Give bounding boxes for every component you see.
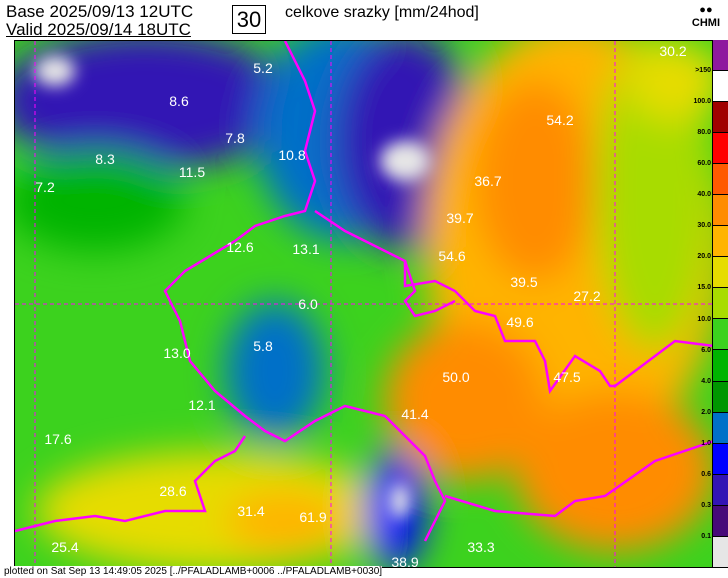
logo-text: CHMI [691, 17, 720, 29]
value-label: 36.7 [474, 173, 502, 189]
value-label: 30.2 [659, 43, 687, 59]
value-label: 7.2 [35, 179, 55, 195]
legend-label: 80.0 [697, 129, 711, 137]
legend-swatch [713, 102, 728, 134]
value-label: 61.9 [299, 509, 327, 525]
legend-swatch [713, 505, 728, 537]
value-label: 38.9 [391, 554, 419, 568]
value-label: 31.4 [237, 503, 265, 519]
value-label: 50.0 [442, 369, 470, 385]
legend-swatch [713, 164, 728, 196]
value-label: 12.6 [226, 239, 254, 255]
value-label: 54.2 [546, 112, 574, 128]
legend-label: 6.0 [701, 346, 711, 354]
value-label: 7.8 [225, 130, 245, 146]
value-label: 49.6 [506, 314, 534, 330]
value-label: 11.5 [178, 164, 206, 180]
legend-label: 0.1 [701, 532, 711, 540]
value-label: 6.0 [298, 296, 318, 312]
legend-swatch [713, 536, 728, 568]
value-label: 33.3 [467, 539, 495, 555]
legend-swatch [713, 443, 728, 475]
valid-label: Valid [6, 20, 43, 39]
value-label: 41.4 [401, 406, 429, 422]
base-label: Base [6, 2, 45, 21]
value-label: 17.6 [44, 431, 72, 447]
value-label: 39.7 [446, 210, 474, 226]
value-label: 39.5 [510, 274, 538, 290]
precipitation-field [15, 41, 712, 567]
legend-label: 15.0 [697, 284, 711, 292]
legend-label: 30.0 [697, 222, 711, 230]
legend-swatch [713, 226, 728, 258]
logo-mark: ●● [699, 4, 713, 16]
value-label: 47.5 [553, 369, 581, 385]
legend-swatch [713, 288, 728, 320]
legend-swatch [713, 71, 728, 103]
legend-label: 20.0 [697, 253, 711, 261]
legend-swatch [713, 319, 728, 351]
value-label: 28.6 [159, 483, 187, 499]
legend-swatch [713, 40, 728, 72]
legend-swatch [713, 195, 728, 227]
legend-swatch [713, 350, 728, 382]
value-label: 27.2 [573, 288, 601, 304]
base-time: Base 2025/09/13 12UTC [6, 3, 193, 20]
plot-footer: plotted on Sat Sep 13 14:49:05 2025 [../… [4, 566, 383, 577]
value-label: 13.1 [292, 241, 320, 257]
value-label: 8.3 [95, 151, 115, 167]
grid-lines [15, 41, 712, 567]
legend-label: 60.0 [697, 160, 711, 168]
legend-label: 40.0 [697, 191, 711, 199]
legend-label: 0.3 [701, 501, 711, 509]
value-label: 5.2 [253, 60, 273, 76]
base-value: 2025/09/13 12UTC [49, 2, 194, 21]
value-label: 12.1 [188, 397, 216, 413]
legend-label: 0.6 [701, 470, 711, 478]
legend-label: 100.0 [693, 98, 711, 106]
legend-swatch [713, 412, 728, 444]
value-label: 25.4 [51, 539, 79, 555]
legend-swatch [713, 474, 728, 506]
country-borders [15, 41, 712, 542]
legend-label: 2.0 [701, 408, 711, 416]
value-label: 13.0 [163, 345, 191, 361]
chmi-logo: ●● CHMI [692, 4, 720, 30]
map-title: celkove srazky [mm/24hod] [285, 4, 479, 21]
legend-swatch [713, 257, 728, 289]
color-legend [713, 40, 728, 568]
legend-swatch [713, 133, 728, 165]
legend-label: 1.0 [701, 439, 711, 447]
valid-value: 2025/09/14 18UTC [47, 20, 191, 39]
legend-label: 4.0 [701, 377, 711, 385]
value-label: 8.6 [169, 93, 189, 109]
legend-label: 10.0 [697, 315, 711, 323]
value-label: 10.8 [278, 147, 306, 163]
legend-label: >150 [695, 67, 711, 75]
forecast-step: 30 [232, 5, 266, 34]
valid-time: Valid 2025/09/14 18UTC [6, 21, 191, 38]
precipitation-map: 5.2 8.6 7.8 10.8 11.5 8.3 7.2 12.6 13.1 6.0 5.8 13.… [14, 40, 713, 568]
legend-swatch [713, 381, 728, 413]
value-label: 5.8 [253, 338, 273, 354]
value-label: 54.6 [438, 248, 466, 264]
